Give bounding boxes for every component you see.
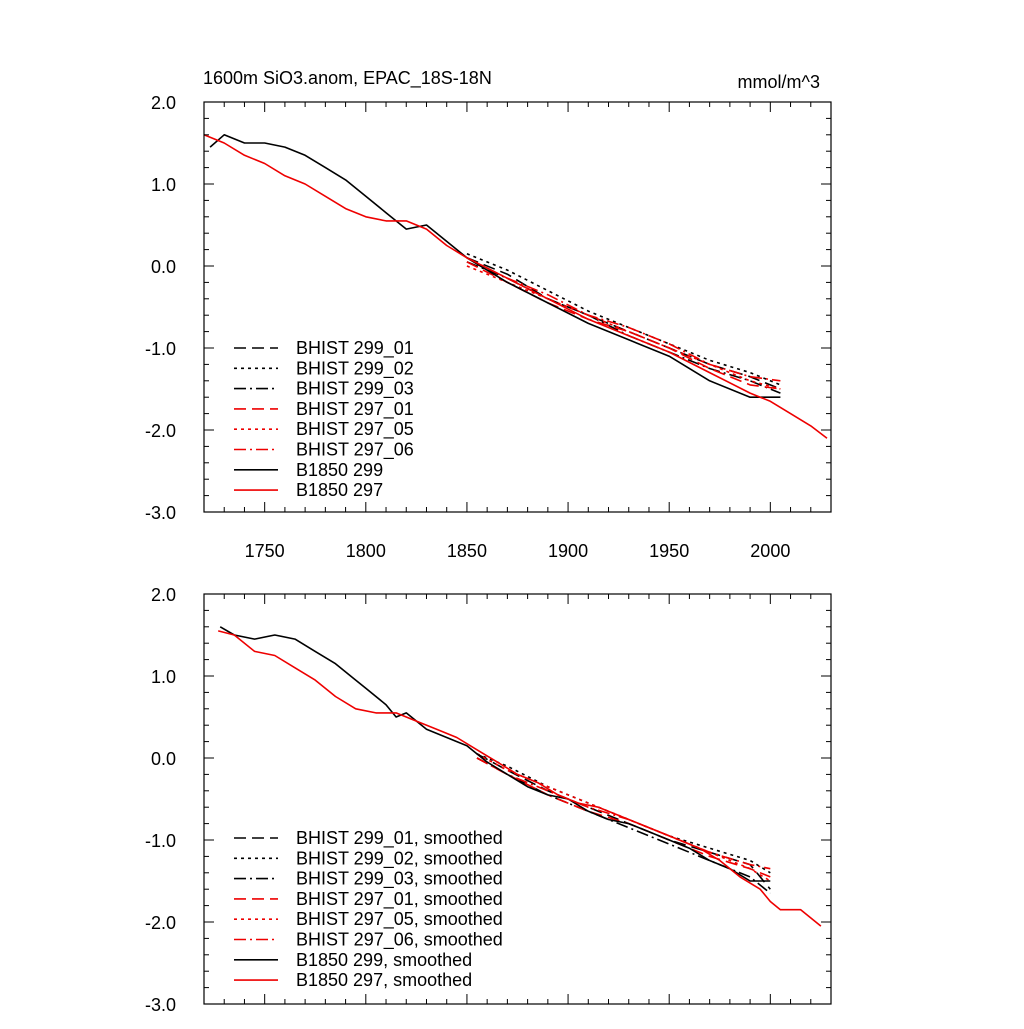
y-tick-label: -3.0 [145,995,176,1015]
legend-label: BHIST 299_02 [296,358,414,379]
y-tick-label: -3.0 [145,503,176,523]
series-line-7 [218,630,822,927]
x-tick-label: 1800 [346,541,386,561]
x-tick-label: 1850 [447,541,487,561]
top-panel: 1600m SiO3.anom, EPAC_18S-18N mmol/m^3 2… [145,68,832,561]
legend-label: B1850 297, smoothed [296,970,472,990]
series-line-5 [466,257,781,382]
y-tick-label: -1.0 [145,831,176,851]
legend-label: BHIST 299_01 [296,338,414,359]
y-tick-label: -2.0 [145,913,176,933]
plot-frame [203,593,832,1005]
series-line-6 [209,134,781,399]
y-tick-label: 2.0 [151,93,176,113]
legend-label: B1850 299, smoothed [296,950,472,970]
x-tick-label: 1750 [245,541,285,561]
legend-label: BHIST 297_05 [296,419,414,440]
legend-label: BHIST 299_01, smoothed [296,828,503,849]
legend-label: BHIST 299_03, smoothed [296,869,503,890]
legend-label: B1850 297 [296,480,383,500]
legend-label: BHIST 297_05, smoothed [296,909,503,930]
y-tick-label: -1.0 [145,339,176,359]
series-line-2 [476,757,771,894]
legend-label: BHIST 297_06 [296,440,414,461]
x-tick-label: 1950 [649,541,689,561]
legend-label: BHIST 297_01, smoothed [296,889,503,910]
x-tick-label: 2000 [750,541,790,561]
legend-label: BHIST 299_02, smoothed [296,848,503,869]
legend-label: B1850 299 [296,460,383,480]
plot-frame [203,101,832,513]
y-tick-label: -2.0 [145,421,176,441]
y-tick-label: 1.0 [151,175,176,195]
chart-title: 1600m SiO3.anom, EPAC_18S-18N [203,68,492,89]
legend-label: BHIST 297_06, smoothed [296,930,503,951]
series-line-6 [219,626,771,882]
legend-label: BHIST 297_01 [296,399,414,420]
units-label: mmol/m^3 [738,72,820,92]
bottom-panel: 2.0 1.0 0.0 -1.0 -2.0 -3.0 BHIST 299_01, smoo… [145,585,832,1015]
y-tick-label: 0.0 [151,749,176,769]
y-tick-label: 1.0 [151,667,176,687]
series-line-7 [204,134,828,439]
legend-label: BHIST 299_03 [296,379,414,400]
x-tick-label: 1900 [548,541,588,561]
series-line-4 [466,265,781,390]
y-tick-label: 2.0 [151,585,176,605]
y-tick-label: 0.0 [151,257,176,277]
